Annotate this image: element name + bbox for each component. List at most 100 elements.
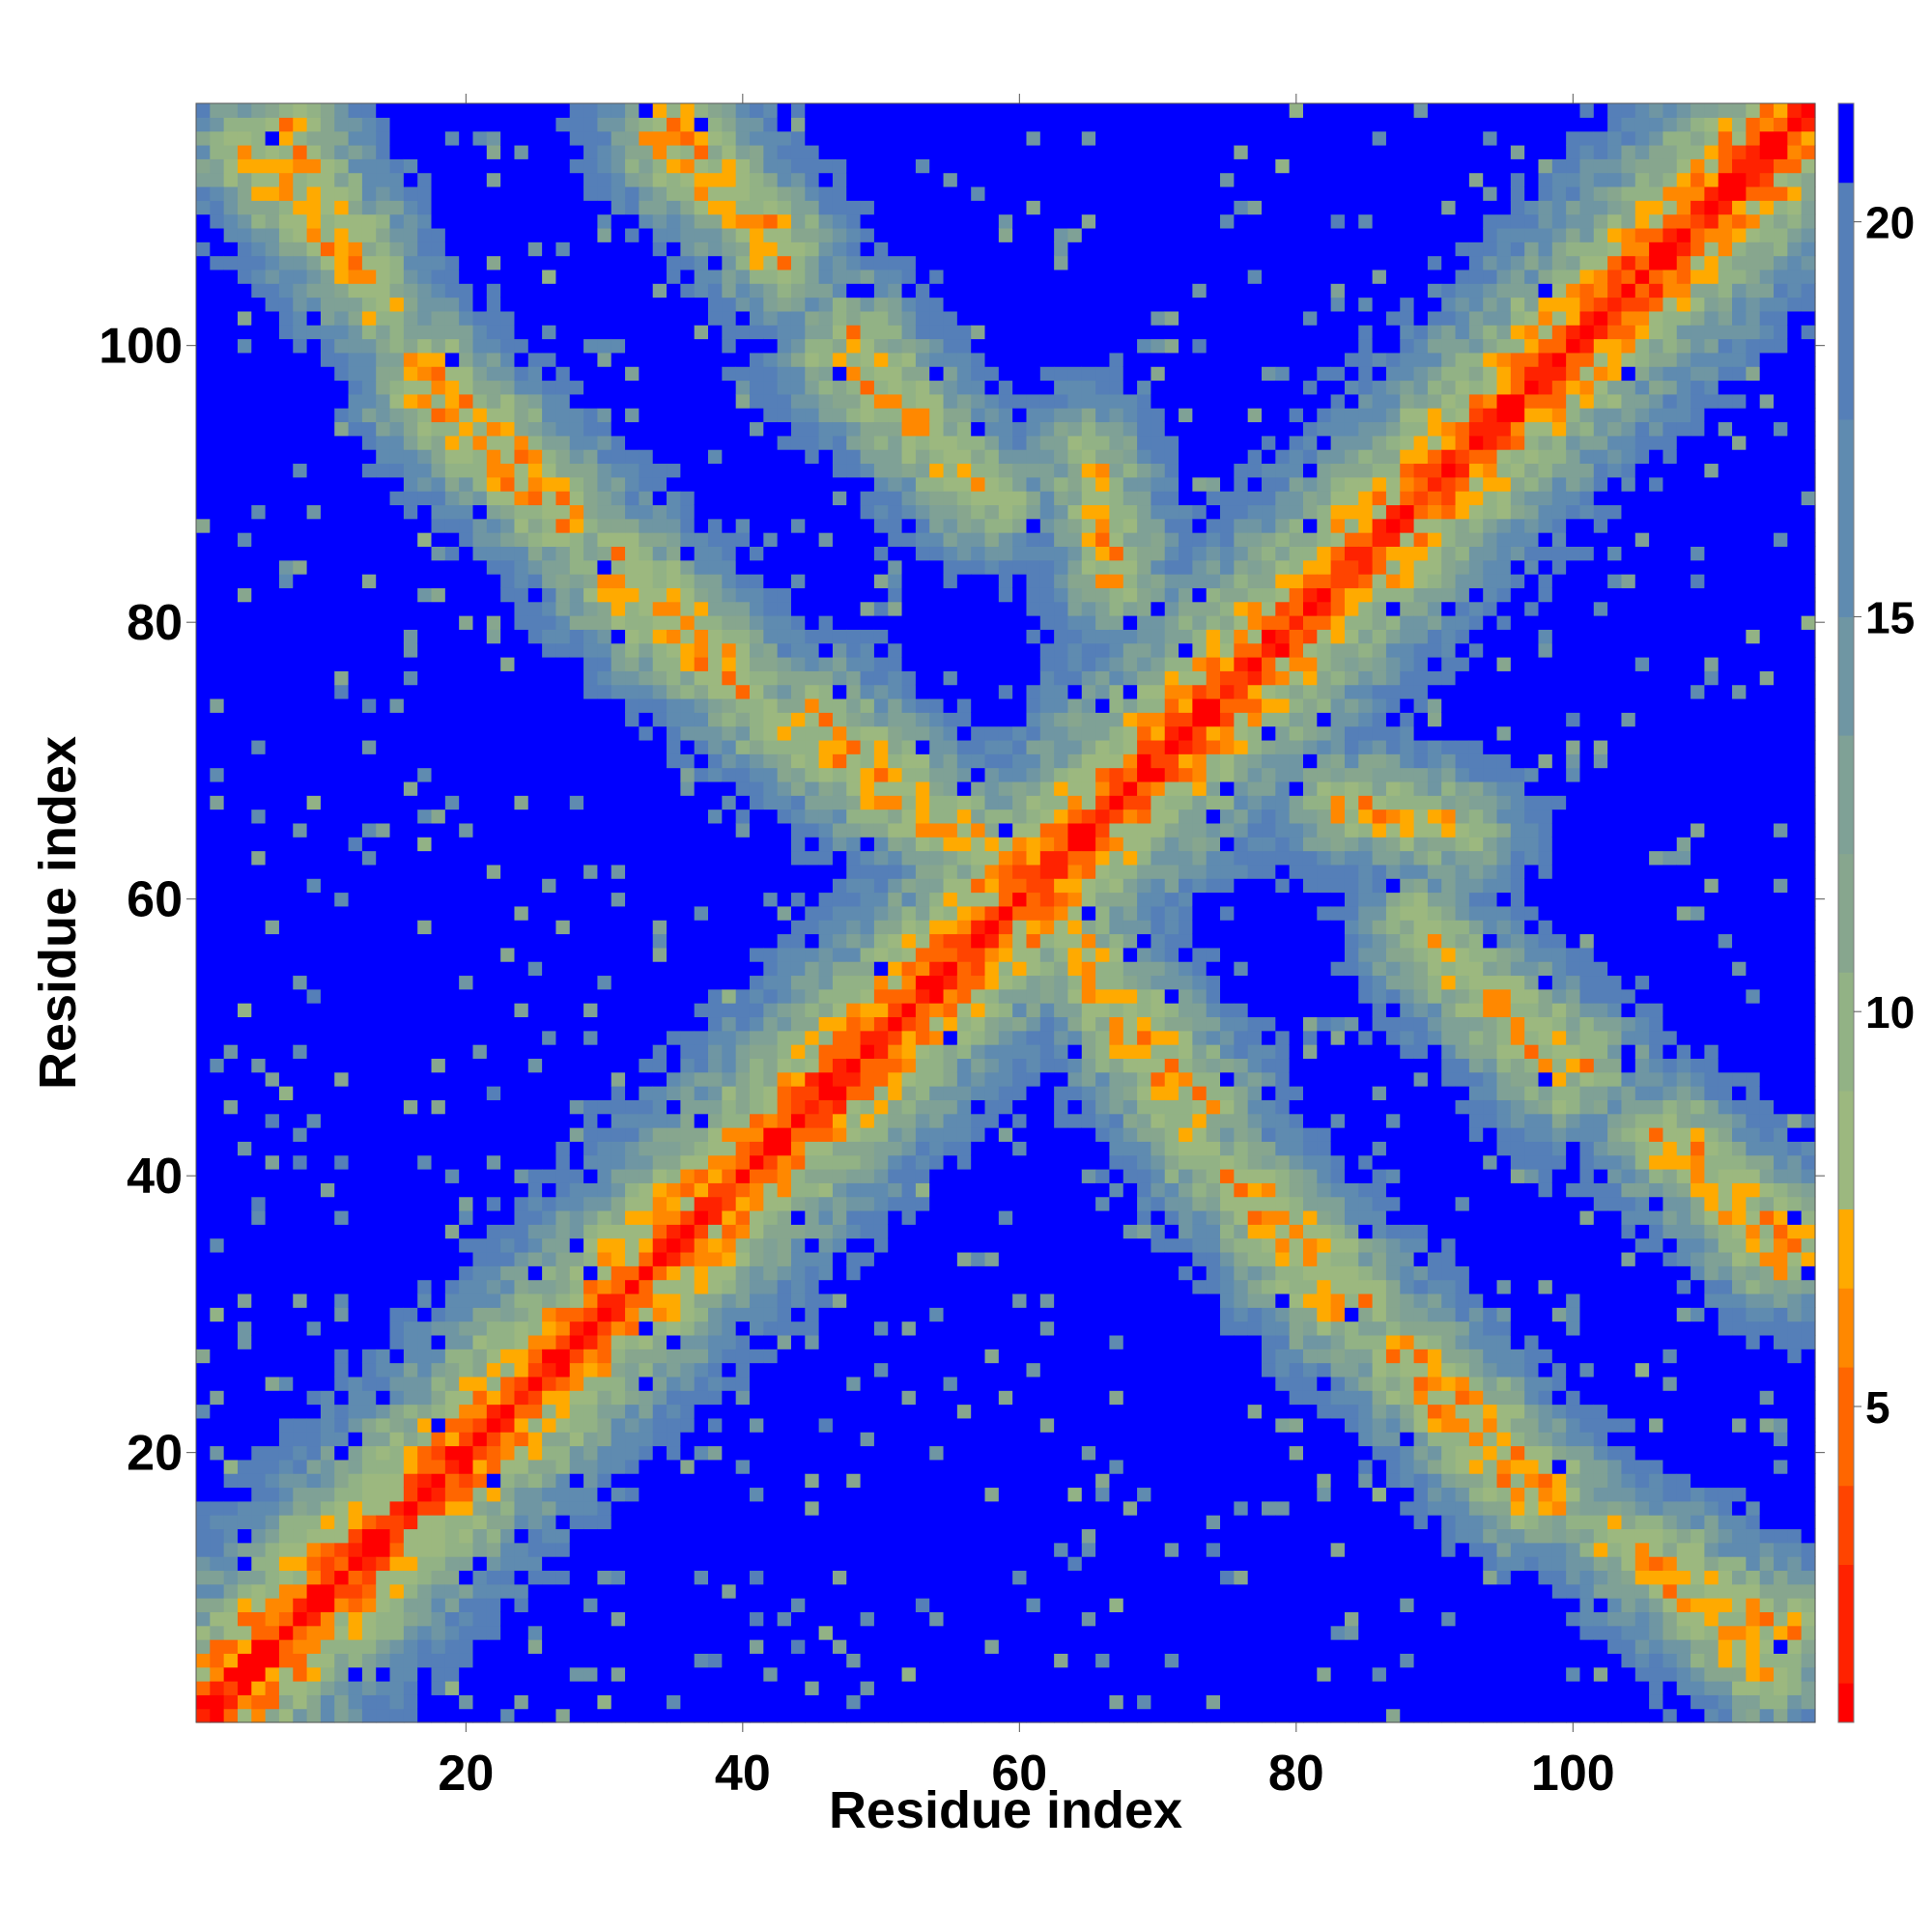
heatmap-cell <box>735 1349 751 1364</box>
heatmap-cell <box>210 1321 225 1336</box>
heatmap-cell <box>708 1417 723 1433</box>
heatmap-cell <box>625 1334 639 1350</box>
heatmap-cell <box>348 1265 363 1281</box>
heatmap-cell <box>667 1071 681 1087</box>
heatmap-cell <box>542 1694 557 1710</box>
heatmap-cell <box>542 172 557 187</box>
heatmap-cell <box>597 1473 612 1489</box>
heatmap-cell <box>306 1141 322 1156</box>
heatmap-cell <box>431 781 446 796</box>
heatmap-cell <box>320 1432 335 1447</box>
heatmap-cell <box>777 822 792 838</box>
heatmap-cell <box>735 864 751 879</box>
heatmap-cell <box>320 1237 335 1253</box>
heatmap-cell <box>486 725 501 741</box>
heatmap-cell <box>749 988 764 1004</box>
heatmap-cell <box>403 1196 418 1211</box>
heatmap-cell <box>694 1583 709 1599</box>
heatmap-cell <box>403 352 418 367</box>
heatmap-cell <box>611 408 626 423</box>
heatmap-cell <box>542 1016 557 1032</box>
heatmap-cell <box>431 795 446 810</box>
heatmap-cell <box>237 712 252 727</box>
heatmap-cell <box>527 227 543 242</box>
heatmap-cell <box>486 491 501 506</box>
heatmap-cell <box>708 227 723 242</box>
heatmap-cell <box>542 1169 557 1183</box>
heatmap-cell <box>500 767 516 782</box>
heatmap-cell <box>749 905 764 921</box>
heatmap-cell <box>265 1376 280 1391</box>
heatmap-cell <box>763 158 779 174</box>
heatmap-cell <box>749 476 764 492</box>
heatmap-cell <box>320 283 335 298</box>
heatmap-cell <box>306 1487 322 1502</box>
heatmap-cell <box>555 905 571 921</box>
heatmap-cell <box>597 1611 612 1627</box>
heatmap-cell <box>459 642 474 658</box>
heatmap-cell <box>722 975 737 990</box>
heatmap-cell <box>389 1515 405 1530</box>
heatmap-cell <box>459 1556 474 1572</box>
heatmap-cell <box>320 103 335 118</box>
heatmap-cell <box>223 491 239 506</box>
heatmap-cell <box>639 1515 654 1530</box>
heatmap-cell <box>210 1293 225 1308</box>
heatmap-cell <box>403 1570 418 1585</box>
heatmap-cell <box>459 338 474 354</box>
heatmap-cell <box>459 739 474 754</box>
heatmap-cell <box>444 905 460 921</box>
heatmap-cell <box>652 1473 668 1489</box>
heatmap-cell <box>680 864 696 879</box>
heatmap-cell <box>694 1058 709 1073</box>
heatmap-cell <box>389 103 405 118</box>
heatmap-cell <box>223 822 239 838</box>
heatmap-cell <box>278 1349 294 1364</box>
heatmap-cell <box>680 463 696 478</box>
heatmap-cell <box>376 408 391 423</box>
heatmap-cell <box>472 1349 488 1364</box>
heatmap-cell <box>777 1611 792 1627</box>
heatmap-cell <box>527 1113 543 1128</box>
heatmap-cell <box>196 767 211 782</box>
heatmap-cell <box>569 1154 584 1170</box>
heatmap-cell <box>334 1515 350 1530</box>
heatmap-cell <box>514 850 529 866</box>
heatmap-cell <box>555 1099 571 1115</box>
heatmap-cell <box>278 1611 294 1627</box>
heatmap-cell <box>472 158 488 174</box>
heatmap-cell <box>611 1141 626 1156</box>
heatmap-cell <box>278 325 294 340</box>
heatmap-cell <box>625 1528 639 1544</box>
heatmap-cell <box>542 975 557 990</box>
heatmap-cell <box>196 905 211 921</box>
heatmap-cell <box>334 1417 350 1433</box>
heatmap-cell <box>459 601 474 616</box>
heatmap-cell <box>237 809 252 824</box>
heatmap-cell <box>500 491 516 506</box>
heatmap-cell <box>444 753 460 769</box>
heatmap-cell <box>777 1182 792 1198</box>
heatmap-cell <box>417 559 433 575</box>
heatmap-cell <box>223 1432 239 1447</box>
heatmap-cell <box>667 297 681 312</box>
heatmap-cell <box>237 1515 252 1530</box>
heatmap-cell <box>472 753 488 769</box>
heatmap-cell <box>735 476 751 492</box>
heatmap-cell <box>417 1141 433 1156</box>
heatmap-cell <box>265 1694 280 1710</box>
heatmap-cell <box>376 435 391 450</box>
heatmap-cell <box>652 158 668 174</box>
heatmap-cell <box>486 878 501 894</box>
heatmap-cell <box>652 1570 668 1585</box>
heatmap-cell <box>722 892 737 907</box>
heatmap-cell <box>694 670 709 686</box>
heatmap-cell <box>376 213 391 229</box>
heatmap-cell <box>486 1653 501 1668</box>
heatmap-cell <box>555 1251 571 1266</box>
heatmap-cell <box>694 1694 709 1710</box>
heatmap-cell <box>569 1681 584 1695</box>
heatmap-cell <box>223 670 239 686</box>
heatmap-cell <box>583 988 599 1004</box>
heatmap-cell <box>196 684 211 699</box>
